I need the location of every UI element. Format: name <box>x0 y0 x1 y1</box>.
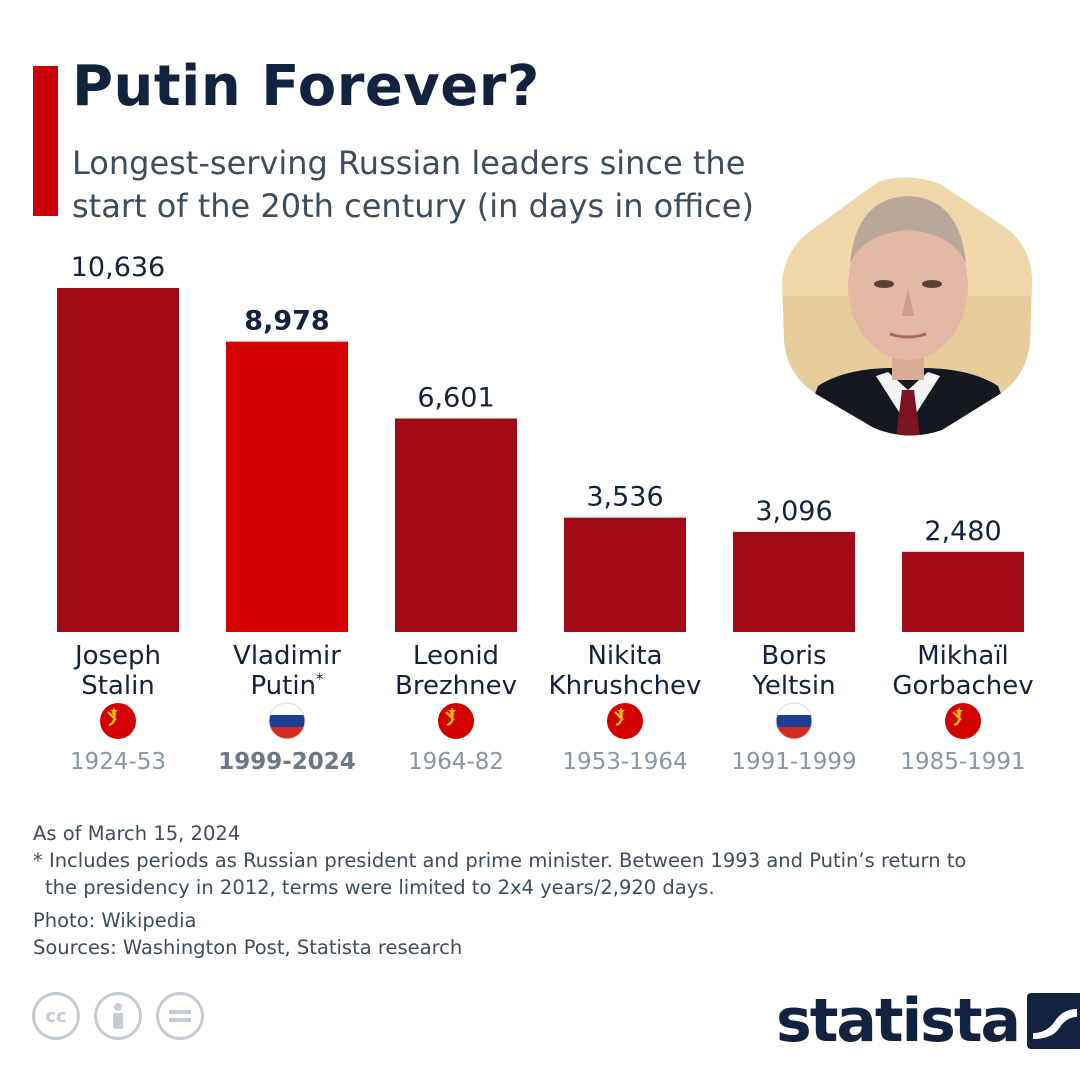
as-of-date: As of March 15, 2024 <box>33 822 241 845</box>
category-label-line1: Joseph <box>73 641 161 671</box>
no-derivatives-icon[interactable] <box>156 992 204 1040</box>
bar[interactable] <box>57 288 179 632</box>
value-label: 8,978 <box>244 306 329 337</box>
period-label: 1964-82 <box>408 749 504 775</box>
bar[interactable] <box>564 517 686 632</box>
statista-logo-icon <box>1027 993 1080 1049</box>
bar[interactable] <box>902 551 1024 632</box>
category-label-line2: Stalin <box>81 671 155 701</box>
footnote-line-2: the presidency in 2012, terms were limit… <box>45 876 715 899</box>
sources: Sources: Washington Post, Statista resea… <box>33 936 463 959</box>
photo-credit: Photo: Wikipedia <box>33 909 197 932</box>
soviet-flag-icon <box>438 703 474 739</box>
chart-subtitle: Longest-serving Russian leaders since th… <box>72 144 754 225</box>
period-label: 1999-2024 <box>218 749 356 775</box>
category-label-line2: Putin* <box>250 670 324 701</box>
category-label-line1: Mikhaïl <box>917 641 1009 671</box>
soviet-flag-icon <box>945 703 981 739</box>
russian-flag-icon <box>268 702 306 740</box>
period-label: 1924-53 <box>70 749 166 775</box>
license-icons: cc <box>32 992 204 1040</box>
period-label: 1953-1964 <box>562 749 687 775</box>
bar[interactable] <box>226 341 348 632</box>
statista-logo[interactable]: statista <box>776 986 1080 1056</box>
period-label: 1985-1991 <box>900 749 1025 775</box>
bar[interactable] <box>395 418 517 632</box>
soviet-flag-icon <box>100 703 136 739</box>
category-label-line2: Brezhnev <box>395 671 517 701</box>
value-label: 2,480 <box>924 516 1001 547</box>
footnote-marker: * <box>316 670 324 688</box>
category-label-line1: Leonid <box>413 641 499 671</box>
portrait-photo <box>782 177 1032 436</box>
russian-flag-icon <box>775 702 813 740</box>
category-label-line2: Gorbachev <box>892 671 1033 701</box>
soviet-flag-icon <box>607 703 643 739</box>
value-label: 10,636 <box>71 252 165 283</box>
category-label-line1: Nikita <box>587 641 662 671</box>
category-label-line1: Vladimir <box>233 641 341 671</box>
attribution-icon[interactable] <box>94 992 142 1040</box>
category-label-line2: Yeltsin <box>751 671 835 701</box>
value-label: 3,096 <box>755 496 832 527</box>
accent-bar <box>33 66 58 216</box>
chart-title: Putin Forever? <box>72 54 540 119</box>
statista-wordmark: statista <box>776 986 1021 1056</box>
period-label: 1991-1999 <box>731 749 856 775</box>
category-label-line2: Khrushchev <box>549 671 702 701</box>
value-label: 6,601 <box>417 383 494 414</box>
bar[interactable] <box>733 531 855 632</box>
footer-notes: As of March 15, 2024 * Includes periods … <box>33 820 1053 961</box>
category-label-line1: Boris <box>761 641 826 671</box>
value-label: 3,536 <box>586 482 663 513</box>
creative-commons-icon[interactable]: cc <box>32 992 80 1040</box>
footnote-line-1: * Includes periods as Russian president … <box>33 849 967 872</box>
